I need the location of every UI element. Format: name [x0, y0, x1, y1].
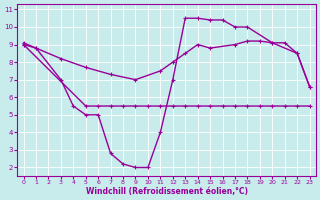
X-axis label: Windchill (Refroidissement éolien,°C): Windchill (Refroidissement éolien,°C) [85, 187, 248, 196]
